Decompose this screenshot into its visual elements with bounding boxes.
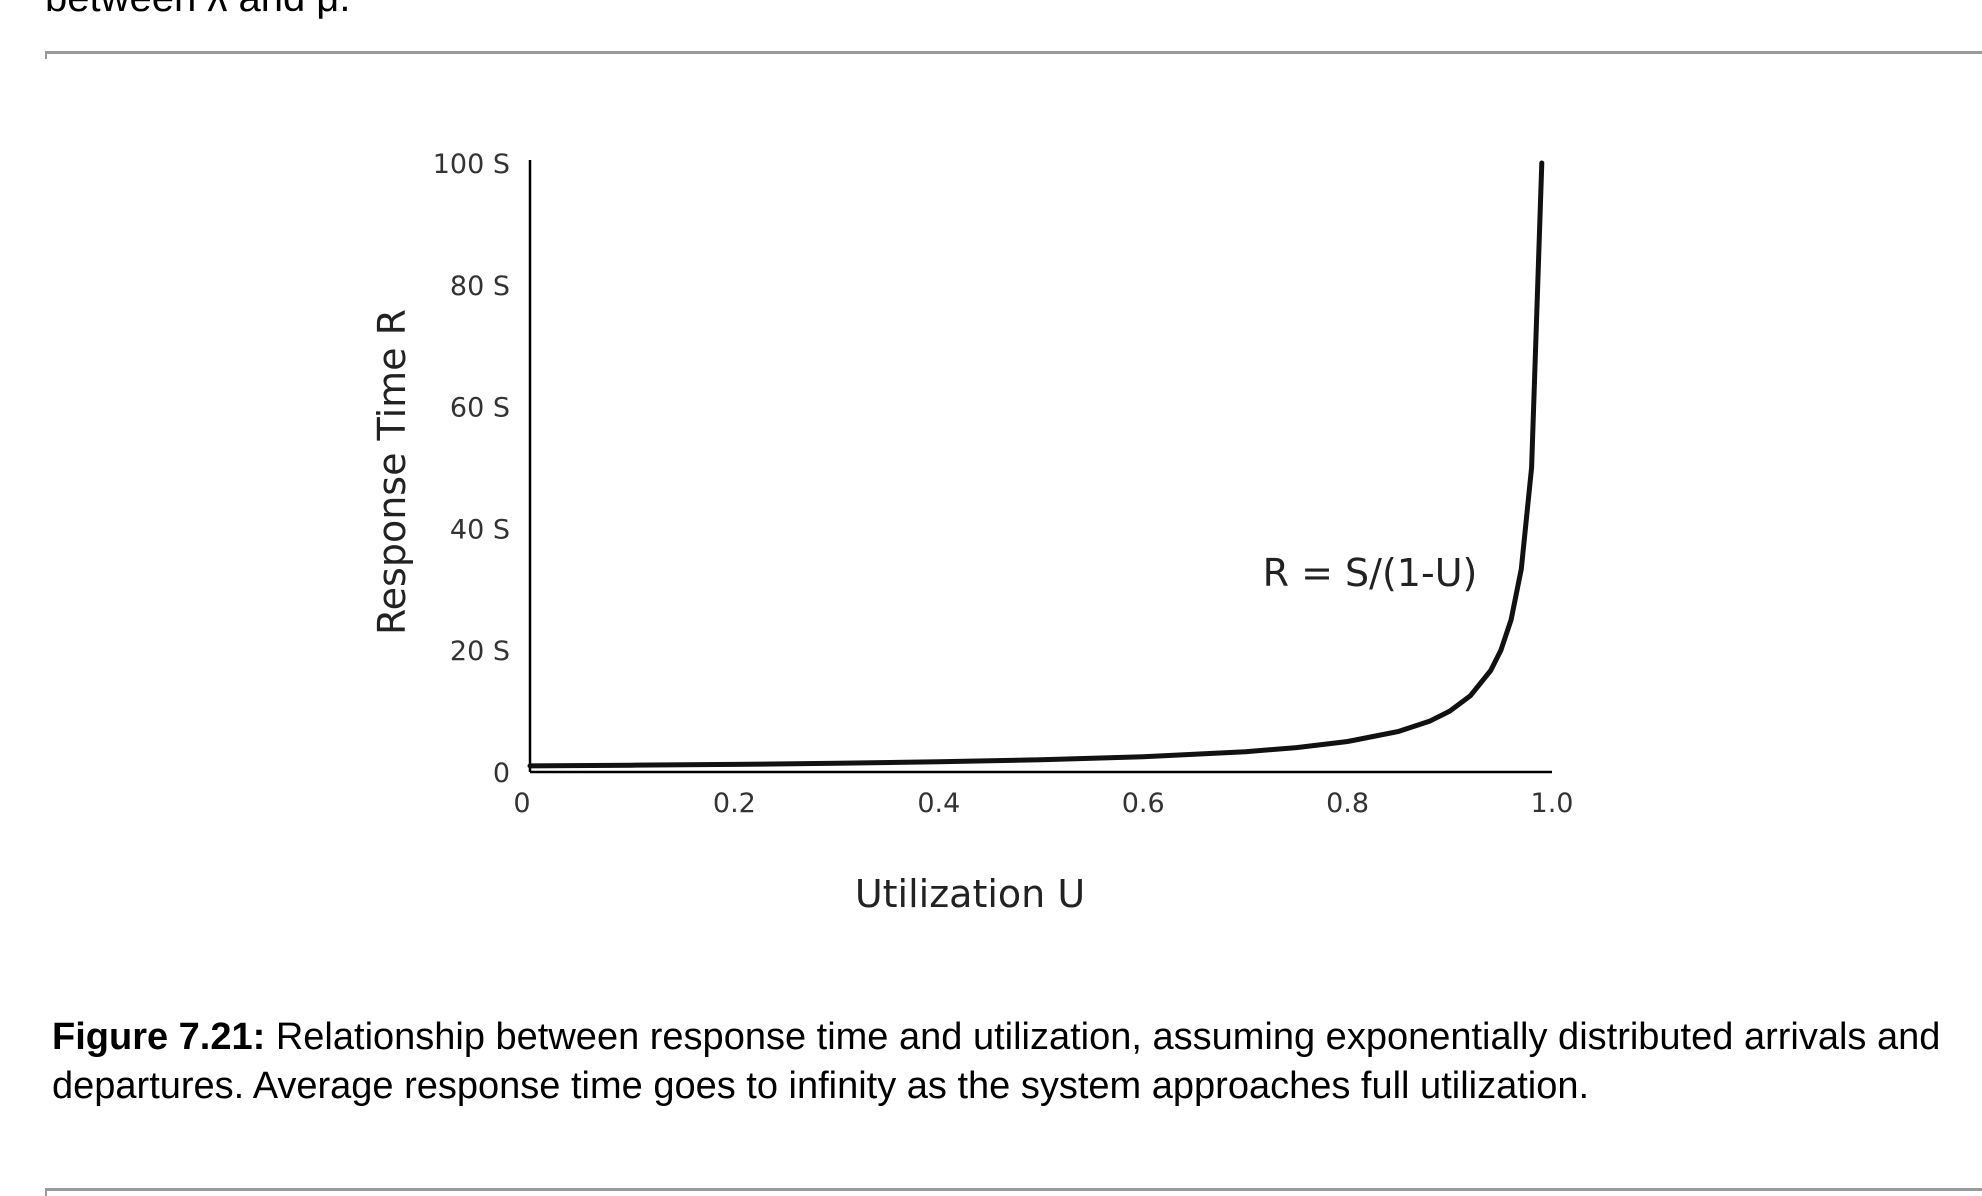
- figure-caption: Figure 7.21: Relationship between respon…: [52, 1013, 1972, 1111]
- top-text: between λ and μ.: [45, 0, 350, 18]
- x-tick-label: 1.0: [1531, 788, 1574, 819]
- y-tick-label: 60 S: [450, 393, 510, 424]
- y-tick-label: 20 S: [450, 636, 510, 667]
- x-axis-label: Utilization U: [855, 872, 1085, 916]
- x-tick-label: 0.2: [713, 788, 756, 819]
- series-line: [527, 160, 1545, 769]
- formula-annotation: R = S/(1-U): [1263, 551, 1478, 595]
- y-tick-label: 40 S: [450, 514, 510, 545]
- x-tick-label: 0.4: [917, 788, 960, 819]
- x-tick-label: 0.8: [1326, 788, 1369, 819]
- x-tick-label: 0: [513, 788, 530, 819]
- bottom-divider: [45, 1188, 1982, 1196]
- chart-labels: Utilization U Response Time R R = S/(1-U): [370, 309, 1477, 916]
- chart: 0 0.2 0.4 0.6 0.8 1.0 0 20 S 40 S 60 S 80 S 100 S U…: [370, 149, 1574, 916]
- top-divider: [45, 51, 1982, 59]
- y-tick-label: 80 S: [450, 271, 510, 302]
- chart-axes: [528, 160, 1552, 774]
- chart-series: [527, 160, 1545, 769]
- y-tick-label: 0: [493, 758, 510, 789]
- y-tick-label: 100 S: [433, 149, 510, 180]
- caption-text: Relationship between response time and u…: [52, 1016, 1941, 1107]
- y-axis-label: Response Time R: [370, 309, 414, 635]
- x-tick-label: 0.6: [1122, 788, 1165, 819]
- chart-ticks: 0 0.2 0.4 0.6 0.8 1.0 0 20 S 40 S 60 S 80 S 100 S: [433, 149, 1574, 819]
- caption-label: Figure 7.21:: [52, 1016, 266, 1058]
